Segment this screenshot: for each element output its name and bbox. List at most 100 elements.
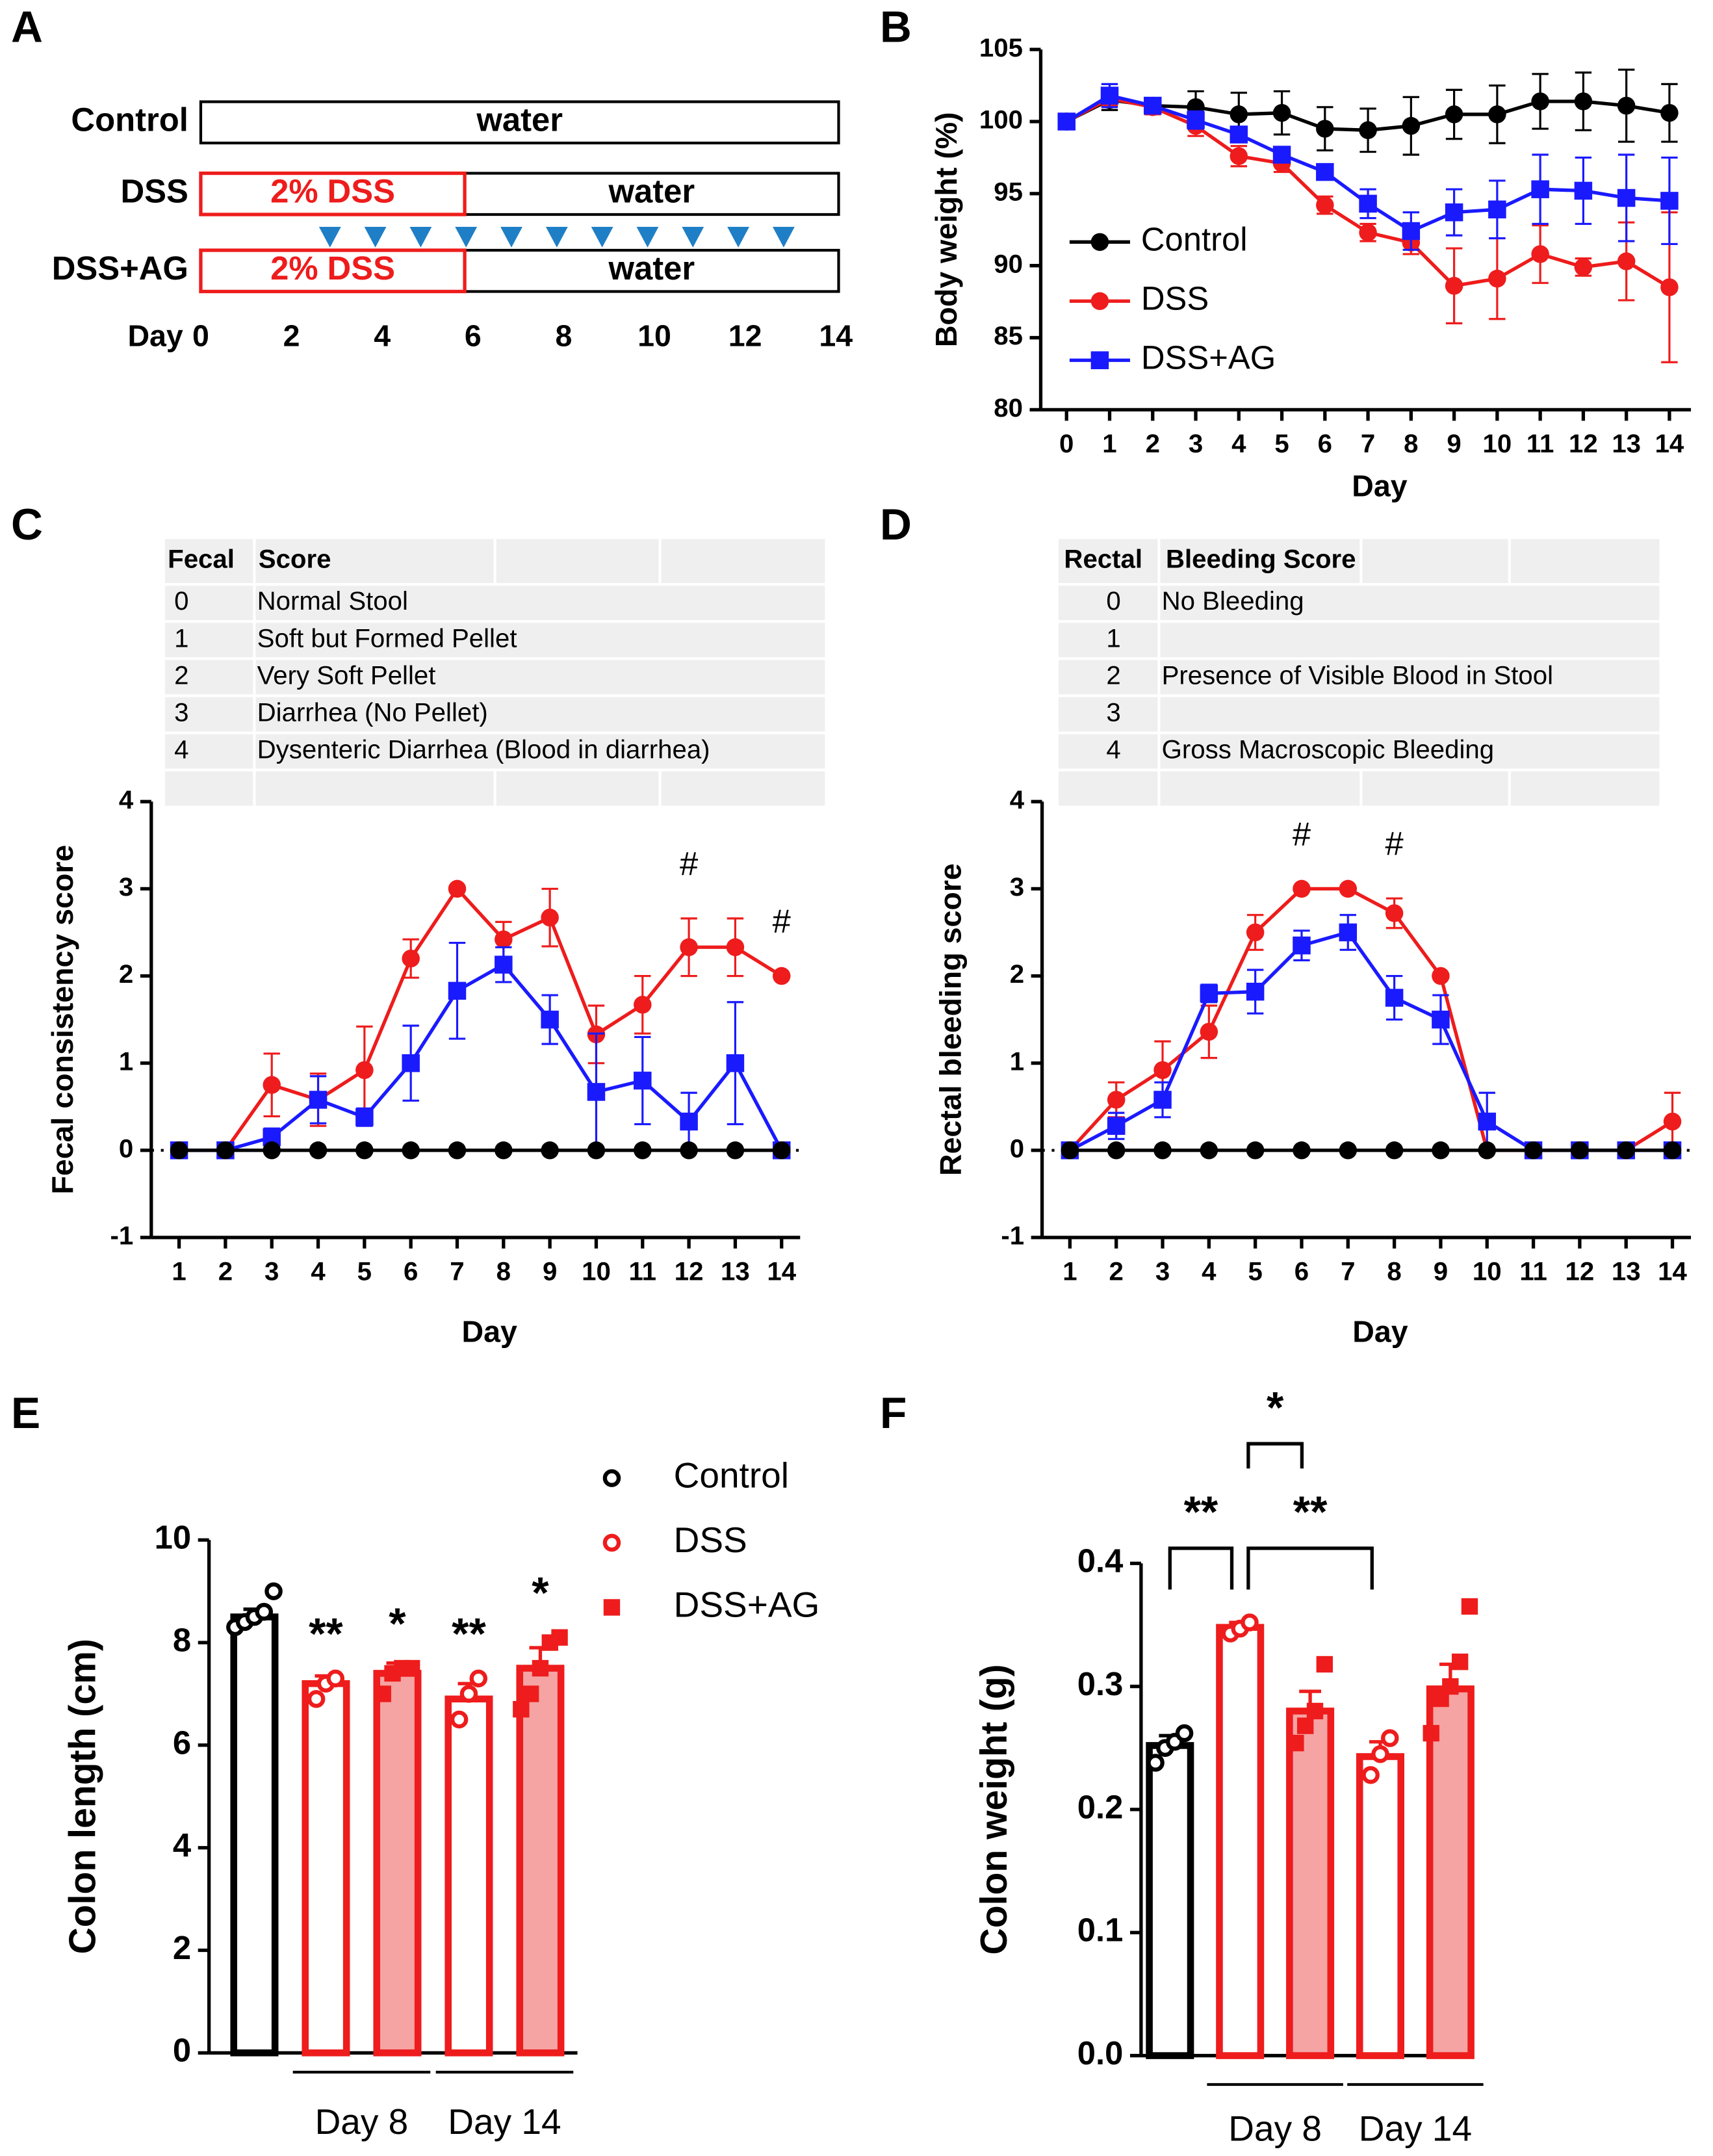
legend-label: Control: [1141, 221, 1248, 258]
table-cell: 1: [174, 623, 188, 653]
marker: [1617, 1141, 1635, 1160]
marker: [1432, 1141, 1450, 1160]
y-tick-label: -1: [1001, 1221, 1024, 1250]
marker: [1144, 96, 1162, 115]
dss-text: 2% DSS: [270, 250, 395, 287]
marker: [1061, 1141, 1079, 1160]
y-tick-label: 4: [1010, 785, 1025, 814]
marker: [1200, 984, 1218, 1003]
marker: [1488, 269, 1506, 288]
y-tick-label: 80: [994, 393, 1023, 422]
x-tick-label: 14: [1658, 1257, 1687, 1286]
dosing-marker: [409, 227, 432, 248]
marker: [1200, 1141, 1218, 1160]
marker: [1574, 92, 1593, 110]
y-tick-label: 3: [1010, 872, 1024, 902]
marker: [1531, 92, 1549, 110]
x-tick-label: 6: [1318, 429, 1332, 458]
data-point: [1361, 1766, 1380, 1784]
x-tick-label: 8: [496, 1257, 511, 1286]
y-axis-label: Colon length (cm): [62, 1639, 103, 1954]
bar: [1286, 1708, 1335, 2059]
table-cell: Gross Macroscopic Bleeding: [1162, 735, 1495, 764]
bracket: [1246, 1442, 1304, 1469]
y-tick-label: 4: [119, 785, 134, 814]
dosing-marker: [364, 227, 387, 248]
data-point: [1296, 1717, 1314, 1734]
dosing-marker: [545, 227, 568, 248]
marker: [680, 938, 698, 957]
data-point: [450, 1710, 469, 1729]
x-tick-label: 4: [1202, 1257, 1217, 1286]
marker: [402, 1141, 420, 1160]
marker: [1432, 967, 1450, 985]
marker: [263, 1076, 281, 1094]
x-tick-label: 1: [1102, 429, 1116, 458]
y-tick-label: 10: [155, 1519, 191, 1556]
data-point: [551, 1629, 568, 1646]
bracket: [1246, 1546, 1374, 1590]
y-axis-label: Body weight (%): [929, 112, 963, 347]
marker: [1574, 181, 1593, 200]
marker: [1617, 252, 1636, 270]
data-point: [403, 1659, 420, 1677]
x-tick-label: 5: [357, 1257, 372, 1286]
annotation: #: [680, 845, 698, 882]
significance: *: [1267, 1383, 1284, 1432]
regimen-text: water: [476, 101, 563, 138]
timeline-tick: 10: [638, 319, 671, 353]
marker: [170, 1141, 188, 1160]
x-tick-label: 7: [450, 1257, 464, 1286]
table-cell: Dysenteric Diarrhea (Blood in diarrhea): [257, 735, 710, 764]
marker: [1246, 1141, 1265, 1160]
timeline-tick: 4: [374, 319, 391, 353]
bracket: [1168, 1546, 1234, 1590]
x-tick-label: 14: [767, 1257, 796, 1286]
bar: [444, 1695, 493, 2057]
x-tick-label: 6: [404, 1257, 418, 1286]
table-cell: 0: [1106, 586, 1120, 616]
table-header: Bleeding Score: [1166, 545, 1356, 574]
marker: [634, 996, 652, 1014]
significance: **: [1184, 1488, 1218, 1537]
data-point: [1371, 1745, 1389, 1763]
marker: [680, 1141, 698, 1160]
x-tick-label: 10: [582, 1257, 611, 1286]
significance: **: [309, 1610, 343, 1659]
marker: [634, 1071, 652, 1090]
marker: [1230, 147, 1248, 165]
marker: [1153, 1061, 1172, 1080]
marker: [1385, 989, 1404, 1007]
regimen-box: [463, 172, 840, 216]
x-tick-label: 3: [1189, 429, 1203, 458]
x-tick-label: 0: [1059, 429, 1074, 458]
table-cell: Very Soft Pellet: [257, 660, 436, 690]
marker: [1246, 923, 1265, 942]
marker: [263, 1141, 281, 1160]
data-point: [1461, 1598, 1478, 1615]
data-point: [522, 1685, 539, 1702]
marker: [1057, 112, 1075, 131]
bar: [230, 1613, 279, 2057]
marker: [1488, 105, 1506, 123]
data-point: [1146, 1754, 1165, 1772]
x-tick-label: 2: [1146, 429, 1160, 458]
x-tick-label: 5: [1274, 429, 1289, 458]
group-label: Day 8: [315, 2101, 409, 2142]
x-tick-label: 6: [1294, 1257, 1309, 1286]
data-point: [1442, 1678, 1459, 1695]
marker: [541, 908, 559, 927]
marker: [1359, 223, 1377, 242]
marker: [541, 1010, 559, 1029]
marker: [1660, 103, 1679, 122]
marker: [1316, 162, 1334, 181]
panel-label: C: [11, 500, 43, 549]
significance: **: [1293, 1488, 1328, 1537]
marker: [772, 967, 791, 985]
annotation: #: [773, 903, 791, 940]
y-tick-label: 8: [173, 1622, 191, 1659]
regimen-box: [199, 100, 840, 145]
table-cell: Soft but Formed Pellet: [257, 623, 517, 653]
marker: [355, 1061, 374, 1080]
bar: [302, 1680, 350, 2057]
